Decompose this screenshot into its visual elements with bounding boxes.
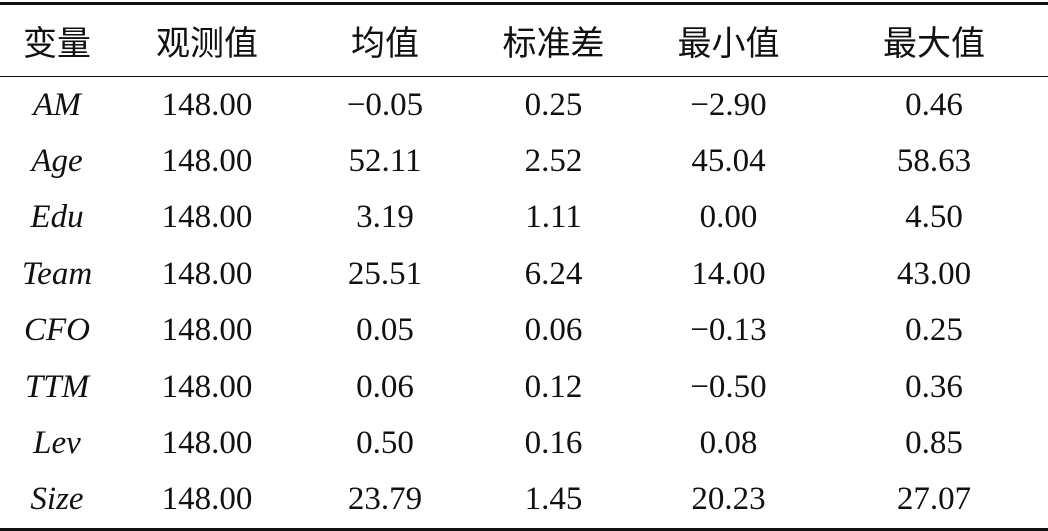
- header-cell: 均值: [351, 26, 419, 63]
- table-row: Lev 148.00 0.50 0.16 0.08 0.85: [0, 415, 1048, 471]
- stat-cell: 45.04: [691, 143, 766, 180]
- stat-cell: 58.63: [896, 143, 972, 180]
- table-row: Team 148.00 25.51 6.24 14.00 43.00: [0, 246, 1048, 302]
- stat-cell: 2.52: [524, 143, 583, 180]
- stat-cell: −0.13: [690, 312, 767, 349]
- table-row: CFO 148.00 0.05 0.06 −0.13 0.25: [0, 303, 1048, 359]
- stat-cell: 0.08: [699, 425, 758, 462]
- stat-cell: 148.00: [161, 368, 253, 405]
- table-body: AM 148.00 −0.05 0.25 −2.90 0.46 Age 148.00 52.11…: [0, 77, 1048, 530]
- variable-name: Edu: [30, 199, 84, 236]
- stat-cell: 14.00: [691, 255, 766, 292]
- variable-name: Age: [31, 143, 83, 180]
- stat-cell: 20.23: [691, 481, 766, 518]
- stat-cell: 0.25: [524, 86, 583, 123]
- stat-cell: 0.06: [524, 312, 583, 349]
- stat-cell: 3.19: [356, 199, 414, 236]
- stat-cell: 0.05: [356, 312, 414, 349]
- stat-cell: 25.51: [347, 255, 423, 292]
- header-cell: 最大值: [883, 26, 985, 63]
- stat-cell: 0.12: [524, 368, 583, 405]
- stat-cell: 148.00: [161, 255, 253, 292]
- variable-name: Size: [30, 481, 84, 518]
- stat-cell: 148.00: [161, 481, 253, 518]
- variable-name: TTM: [24, 368, 90, 405]
- stat-cell: 0.50: [356, 425, 414, 462]
- variable-name: CFO: [24, 312, 90, 349]
- header-row: 变量 观测值 均值 标准差 最小值 最大值: [0, 3, 1048, 77]
- table-row: Size 148.00 23.79 1.45 20.23 27.07: [0, 472, 1048, 530]
- stat-cell: 43.00: [896, 255, 972, 292]
- stat-cell: 0.16: [524, 425, 583, 462]
- stat-cell: 27.07: [896, 481, 972, 518]
- header-cell: 最小值: [677, 26, 780, 63]
- stat-cell: 148.00: [161, 143, 253, 180]
- header-cell: 变量: [23, 26, 91, 63]
- stat-cell: 0.85: [905, 425, 963, 462]
- stat-cell: 0.36: [905, 368, 963, 405]
- stat-cell: 148.00: [161, 425, 253, 462]
- stat-cell: 0.25: [905, 312, 963, 349]
- stat-cell: 6.24: [524, 255, 583, 292]
- header-cell: 标准差: [502, 26, 605, 63]
- stat-cell: 0.00: [699, 199, 758, 236]
- stat-cell: −2.90: [690, 86, 767, 123]
- stat-cell: 148.00: [161, 199, 253, 236]
- table-row: Edu 148.00 3.19 1.11 0.00 4.50: [0, 190, 1048, 246]
- table-row: TTM 148.00 0.06 0.12 −0.50 0.36: [0, 359, 1048, 415]
- stat-cell: 1.45: [524, 481, 583, 518]
- stat-cell: 23.79: [347, 481, 423, 518]
- stat-cell: 52.11: [348, 143, 422, 180]
- header-cell: 观测值: [156, 26, 258, 63]
- stat-cell: 1.11: [525, 199, 582, 236]
- stat-cell: 0.06: [356, 368, 414, 405]
- variable-name: Lev: [33, 425, 81, 462]
- stat-cell: −0.50: [690, 368, 767, 405]
- stat-cell: 148.00: [161, 86, 253, 123]
- stat-cell: 0.46: [905, 86, 963, 123]
- stat-cell: 4.50: [905, 199, 963, 236]
- table-row: Age 148.00 52.11 2.52 45.04 58.63: [0, 133, 1048, 189]
- stat-cell: −0.05: [346, 86, 424, 123]
- variable-name: Team: [21, 255, 93, 292]
- table-header: 变量 观测值 均值 标准差 最小值 最大值: [0, 3, 1048, 77]
- table-row: AM 148.00 −0.05 0.25 −2.90 0.46: [0, 77, 1048, 134]
- stat-cell: 148.00: [161, 312, 253, 349]
- variable-name: AM: [33, 86, 81, 123]
